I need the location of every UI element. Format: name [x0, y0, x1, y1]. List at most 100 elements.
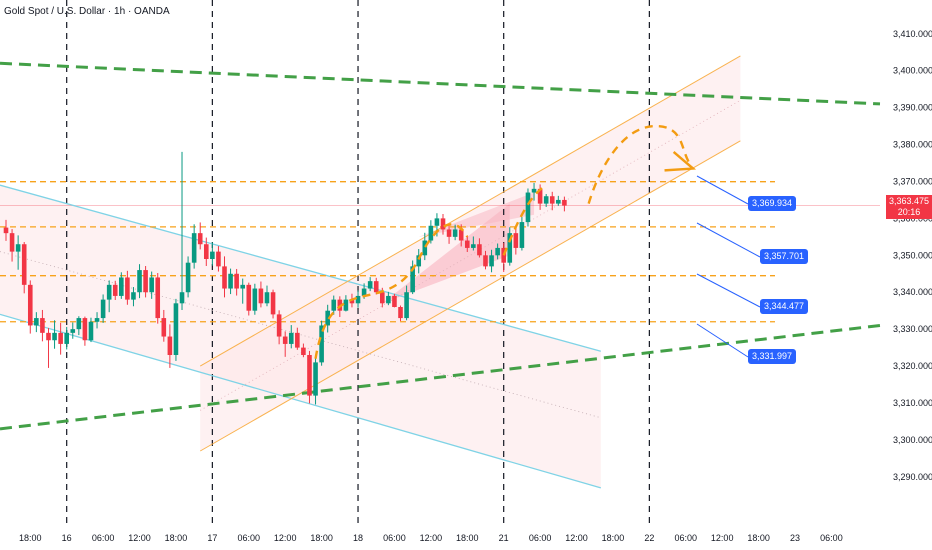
x-tick-label: 06:00	[675, 533, 698, 543]
last-price-value: 3,363.475	[888, 196, 930, 206]
support-tag-1: 3,369.934	[748, 196, 797, 211]
y-tick-label: 3,340.000	[893, 287, 932, 297]
candle-body	[46, 332, 51, 341]
candle-body	[543, 196, 549, 204]
candle-body	[464, 240, 470, 248]
candle-body	[143, 270, 148, 293]
x-tick-label: 18:00	[456, 533, 479, 543]
candle-body	[203, 244, 209, 259]
candle-body	[386, 295, 391, 304]
candle-body	[288, 332, 294, 344]
support-tag-2: 3,357.701	[760, 249, 809, 264]
candle-body	[88, 321, 94, 341]
candle-body	[507, 233, 513, 263]
candle-body	[313, 362, 318, 396]
candle-body	[428, 225, 434, 241]
candle-body	[240, 284, 246, 289]
y-tick-label: 3,410.000	[893, 29, 932, 39]
candle-body	[398, 307, 403, 319]
chart-title: Gold Spot / U.S. Dollar · 1h · OANDA	[4, 6, 170, 17]
candle-body	[82, 318, 88, 341]
candle-body	[149, 277, 154, 293]
support-tag-connector-2	[696, 222, 761, 258]
candle-body	[446, 229, 452, 237]
candle-body	[173, 303, 179, 355]
projection-arrowhead	[664, 151, 697, 172]
candle-body	[404, 292, 409, 319]
candle-body	[185, 262, 191, 293]
candle-body	[258, 288, 264, 304]
candle-body	[197, 233, 203, 245]
candle-body	[125, 277, 130, 300]
y-tick-label: 3,380.000	[893, 140, 932, 150]
candle-body	[34, 318, 39, 326]
candle-body	[3, 227, 9, 234]
candle-body	[282, 336, 288, 344]
candle-body	[228, 273, 233, 289]
candle-body	[367, 281, 373, 289]
candle-body	[270, 292, 276, 315]
support-tag-4: 3,331.997	[748, 349, 797, 364]
candle-body	[556, 199, 561, 204]
candle-body	[52, 332, 57, 341]
candle-body	[519, 222, 525, 248]
candle-body	[58, 332, 63, 344]
candle-body	[489, 255, 494, 267]
candle-body	[361, 288, 367, 296]
candle-body	[319, 325, 324, 363]
candle-body	[301, 347, 306, 355]
x-tick-label: 12:00	[711, 533, 734, 543]
x-tick-label: 06:00	[92, 533, 115, 543]
candle-body	[440, 218, 446, 230]
candle-body	[410, 266, 415, 293]
candle-body	[549, 196, 555, 204]
candle-body	[179, 292, 185, 304]
y-tick-label: 3,310.000	[893, 398, 932, 408]
candle-body	[161, 318, 167, 337]
candle-body	[191, 233, 197, 263]
candle-body	[495, 247, 500, 256]
candle-body	[15, 244, 21, 252]
x-tick-label: 06:00	[529, 533, 552, 543]
candle-body	[252, 288, 258, 311]
projection-path-past	[314, 223, 469, 359]
x-tick-label: 22	[644, 533, 654, 543]
candle-body	[167, 336, 173, 355]
candle-body	[131, 292, 136, 300]
candle-body	[112, 284, 118, 296]
candle-body	[40, 318, 45, 333]
candle-body	[501, 247, 506, 263]
candle-body	[234, 273, 239, 289]
candle-body	[264, 292, 270, 304]
candle-body	[355, 295, 361, 304]
support-tag-3: 3,344.477	[760, 299, 809, 314]
candle-body	[416, 255, 422, 267]
candle-body	[94, 318, 100, 322]
candle-body	[525, 192, 531, 223]
x-tick-label: 16	[62, 533, 72, 543]
candle-body	[295, 332, 300, 348]
candle-body	[27, 284, 33, 326]
descending-channel-bottom	[0, 313, 601, 489]
x-tick-label: 23	[790, 533, 800, 543]
x-tick-label: 12:00	[128, 533, 151, 543]
x-tick-label: 17	[207, 533, 217, 543]
candle-body	[452, 229, 458, 237]
candle-body	[325, 310, 330, 326]
candle-body	[100, 299, 106, 319]
candle-body	[349, 299, 355, 304]
candle-body	[458, 229, 464, 241]
candle-body	[392, 295, 397, 307]
x-tick-label: 18:00	[602, 533, 625, 543]
x-tick-label: 21	[499, 533, 509, 543]
y-tick-label: 3,350.000	[893, 250, 932, 260]
support-tag-connector-3	[696, 273, 761, 308]
candle-body	[422, 240, 428, 256]
candle-body	[477, 244, 482, 256]
candle-body	[155, 277, 161, 319]
support-trendline	[0, 323, 881, 431]
x-tick-label: 18:00	[165, 533, 188, 543]
y-tick-label: 3,290.000	[893, 472, 932, 482]
